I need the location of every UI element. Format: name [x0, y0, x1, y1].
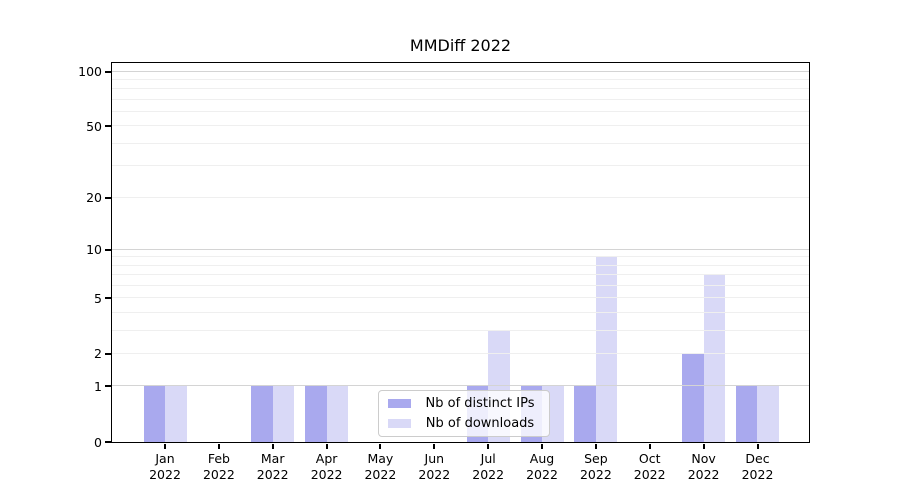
x-tick-label: Jan 2022	[149, 451, 181, 482]
x-tick-label: Jun 2022	[418, 451, 451, 482]
bar-nb-of-downloads-nov	[703, 275, 726, 442]
y-tick-label: 2	[94, 346, 102, 362]
bar-nb-of-distinct-ips-sep	[574, 386, 596, 442]
plot-area: 0 1 2 5 10 20 50 100 Jan 2022 Feb 2022 Mar 2022 Apr…	[78, 62, 810, 482]
gridline-minor	[112, 125, 809, 127]
bar-nb-of-downloads-dec	[757, 386, 779, 442]
x-tick-label: Oct 2022	[633, 451, 666, 482]
y-tick	[104, 352, 111, 355]
x-tick-label: Dec 2022	[741, 451, 774, 482]
gridline-minor	[112, 284, 809, 286]
y-tick-label: 20	[86, 190, 102, 206]
gridline-minor	[112, 329, 809, 331]
x-tick-label: Jul 2022	[472, 451, 505, 482]
gridline-minor	[112, 78, 809, 80]
x-tick-label: Nov 2022	[687, 451, 720, 482]
gridline-minor	[112, 165, 809, 167]
bar-nb-of-distinct-ips-apr	[305, 386, 327, 442]
gridline-minor	[112, 311, 809, 313]
y-tick-label: 50	[86, 118, 102, 134]
x-tick	[433, 443, 436, 449]
y-tick	[104, 385, 111, 388]
y-tick	[104, 297, 111, 300]
x-tick	[379, 443, 382, 449]
bar-nb-of-distinct-ips-mar	[251, 386, 273, 442]
y-tick	[104, 248, 111, 251]
x-tick-label: Apr 2022	[310, 451, 343, 482]
x-tick	[325, 443, 328, 449]
legend-label-downloads: Nb of downloads	[425, 416, 535, 431]
gridline-minor	[112, 111, 809, 112]
x-tick-label: May 2022	[364, 451, 397, 482]
x-tick-label: Sep 2022	[579, 451, 612, 482]
y-tick-label: 1	[94, 378, 102, 394]
bar-nb-of-downloads-apr	[326, 386, 349, 442]
x-tick	[487, 443, 490, 449]
gridline-major	[112, 385, 809, 387]
x-tick	[702, 443, 705, 449]
bar-nb-of-distinct-ips-nov	[682, 353, 704, 442]
bar-nb-of-downloads-jan	[165, 386, 187, 442]
x-tick	[164, 443, 166, 449]
x-tick	[594, 443, 597, 449]
y-tick	[104, 441, 111, 443]
x-tick	[541, 443, 543, 449]
bar-nb-of-distinct-ips-dec	[735, 386, 758, 442]
x-tick	[648, 443, 651, 449]
x-tick	[217, 443, 220, 449]
y-tick	[104, 70, 111, 73]
bar-nb-of-downloads-mar	[272, 386, 295, 442]
gridline-major	[112, 70, 809, 72]
chart-title: MMDiff 2022	[409, 36, 512, 55]
legend-row: Nb of downloads	[388, 416, 540, 431]
legend-row: Nb of distinct IPs	[388, 396, 540, 411]
x-tick-label: Aug 2022	[526, 451, 558, 482]
legend-swatch-downloads	[388, 419, 411, 428]
y-tick-label: 5	[94, 290, 102, 306]
x-tick	[756, 443, 759, 449]
gridline-minor	[112, 297, 809, 299]
legend: Nb of distinct IPs Nb of downloads	[378, 390, 550, 437]
bar-nb-of-downloads-sep	[595, 257, 618, 442]
gridline-minor	[112, 196, 809, 198]
gridline-minor	[112, 88, 809, 90]
y-tick	[104, 125, 111, 128]
bar-nb-of-distinct-ips-jan	[143, 386, 165, 442]
gridline-minor	[112, 352, 809, 354]
legend-swatch-distinct-ips	[388, 399, 411, 408]
x-tick-label: Mar 2022	[256, 451, 289, 482]
gridline-minor	[112, 264, 809, 266]
gridline-minor	[112, 142, 809, 144]
y-tick-label: 100	[78, 64, 102, 80]
plot-inner: 0 1 2 5 10 20 50 100 Jan 2022 Feb 2022 Mar 2022 Apr…	[78, 63, 809, 482]
gridline-minor	[112, 98, 809, 100]
y-tick-label: 10	[86, 242, 102, 257]
gridline-minor	[112, 274, 809, 276]
gridline-major	[112, 248, 809, 250]
x-tick	[271, 443, 274, 449]
gridline-minor	[112, 256, 809, 258]
y-tick	[104, 196, 111, 199]
legend-label-distinct-ips: Nb of distinct IPs	[425, 396, 535, 411]
x-tick-label: Feb 2022	[202, 451, 235, 482]
y-tick-label: 0	[94, 434, 102, 450]
